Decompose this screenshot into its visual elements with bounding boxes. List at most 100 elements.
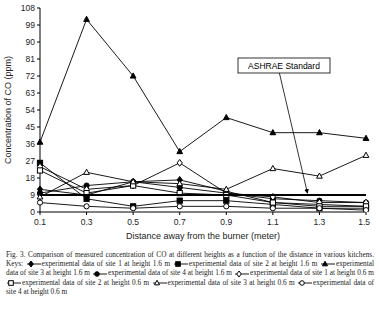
- chart: 09182736455463728190991080.10.30.50.70.9…: [0, 0, 380, 250]
- series-line: [40, 203, 366, 211]
- point: [317, 173, 323, 178]
- legend-icon: [173, 260, 189, 268]
- point: [131, 179, 136, 184]
- point: [131, 178, 136, 185]
- legend-icon: [6, 279, 22, 287]
- y-tick-label: 0: [30, 207, 35, 217]
- point: [130, 179, 136, 184]
- x-tick-label: 1.3: [314, 217, 326, 227]
- x-axis-label: Distance away from the burner (meter): [126, 231, 280, 241]
- legend-icon: [152, 279, 168, 287]
- point: [270, 199, 275, 206]
- series-line: [40, 163, 366, 203]
- y-tick: [37, 8, 40, 9]
- y-tick-label: 108: [21, 3, 35, 13]
- point: [84, 196, 89, 201]
- series-line: [40, 19, 366, 151]
- y-tick: [37, 59, 40, 60]
- x-tick-label: 1.1: [267, 217, 279, 227]
- point: [270, 130, 276, 135]
- y-tick-label: 63: [26, 88, 36, 98]
- x-tick: [86, 212, 87, 215]
- x-tick-label: 0.1: [34, 217, 46, 227]
- plot-data: [37, 16, 369, 212]
- legend-item: experimental data of site 2 at height 1.…: [173, 259, 318, 268]
- y-tick-label: 99: [26, 20, 36, 30]
- x-tick-label: 0.5: [127, 217, 139, 227]
- point: [177, 181, 183, 186]
- legend-icon: [320, 260, 336, 268]
- series-line: [40, 163, 366, 208]
- reference-line: [40, 194, 366, 196]
- point: [37, 139, 43, 144]
- x-tick: [40, 212, 41, 215]
- legend-label: experimental data of site 1 at height 0.…: [250, 268, 374, 277]
- legend-marker: [28, 261, 33, 267]
- point: [130, 73, 136, 78]
- y-tick-label: 27: [26, 156, 36, 166]
- legend-item: experimental data of site 1 at height 1.…: [26, 259, 171, 268]
- point: [84, 16, 90, 21]
- series-line: [40, 155, 366, 197]
- point: [224, 198, 229, 203]
- y-tick-label: 81: [26, 54, 36, 64]
- x-tick: [319, 212, 320, 215]
- y-tick: [37, 93, 40, 94]
- y-tick-label: 90: [26, 37, 36, 47]
- legend-marker: [322, 262, 327, 267]
- legend-item: experimental data of site 3 at height 0.…: [152, 278, 295, 287]
- point: [84, 169, 90, 174]
- legend-marker: [175, 262, 180, 267]
- legend-label: experimental data of site 4 at height 1.…: [108, 268, 232, 277]
- legend-marker: [95, 271, 100, 276]
- x-tick: [133, 212, 134, 215]
- y-tick: [37, 110, 40, 111]
- y-tick: [37, 42, 40, 43]
- legend-icon: [26, 260, 42, 268]
- y-tick-label: 36: [26, 139, 36, 149]
- x-tick: [366, 212, 367, 215]
- annotation-arrow: [279, 73, 307, 193]
- y-axis-label: Concentration of CO (ppm): [3, 56, 13, 164]
- point: [363, 152, 369, 157]
- legend-icon: [92, 270, 108, 278]
- point: [177, 198, 182, 203]
- annotation-box: [238, 58, 330, 73]
- x-tick-label: 0.9: [220, 217, 232, 227]
- legend-label: experimental data of site 1 at height 1.…: [42, 259, 171, 268]
- point: [317, 206, 322, 211]
- point: [224, 204, 229, 209]
- legend-label: experimental data of site 2 at height 0.…: [22, 278, 149, 287]
- point: [84, 204, 89, 209]
- legend-marker: [237, 271, 242, 277]
- y-tick-label: 9: [30, 190, 35, 200]
- point: [363, 208, 368, 212]
- legend-icon: [234, 270, 250, 278]
- point: [37, 168, 42, 173]
- series-line: [40, 180, 366, 206]
- x-tick-label: 1.5: [358, 217, 370, 227]
- x-tick: [272, 212, 273, 215]
- legend-marker: [154, 280, 159, 285]
- y-tick-label: 18: [26, 173, 36, 183]
- y-tick-label: 54: [26, 105, 36, 115]
- point: [37, 200, 42, 205]
- point: [177, 204, 182, 209]
- point: [177, 160, 182, 167]
- legend-item: experimental data of site 1 at height 0.…: [234, 268, 374, 277]
- legend-marker: [300, 281, 305, 286]
- legend-icon: [297, 279, 313, 287]
- legend-item: experimental data of site 2 at height 0.…: [6, 278, 149, 287]
- legend-marker: [9, 281, 14, 286]
- y-tick: [37, 127, 40, 128]
- y-tick: [37, 25, 40, 26]
- point: [223, 114, 229, 119]
- point: [270, 206, 275, 211]
- point: [317, 206, 322, 211]
- series-line: [40, 182, 366, 203]
- caption: Fig. 3. Comparison of measured concentra…: [6, 250, 374, 296]
- point: [363, 135, 369, 140]
- y-tick: [37, 178, 40, 179]
- legend-label: experimental data of site 3 at height 0.…: [168, 278, 295, 287]
- x-tick-label: 0.7: [174, 217, 186, 227]
